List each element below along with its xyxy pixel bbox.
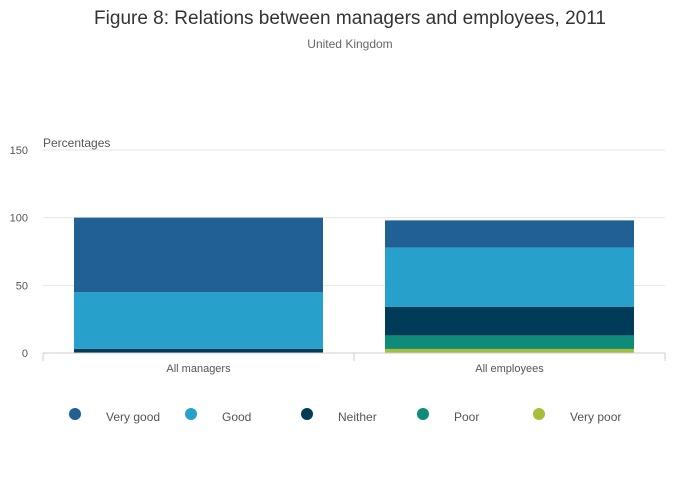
y-tick-label: 50 — [16, 280, 28, 292]
legend-swatch-icon — [69, 408, 81, 420]
legend-item-good[interactable]: Good — [185, 408, 251, 424]
bar-very-poor-1 — [385, 348, 634, 353]
legend-item-neither[interactable]: Neither — [301, 408, 377, 424]
legend-swatch-icon — [417, 408, 429, 420]
x-axis: All managers All employees — [42, 352, 666, 375]
bar-neither-0 — [74, 348, 323, 353]
y-tick-label: 150 — [10, 145, 28, 157]
y-axis-label: Percentages — [43, 136, 110, 150]
legend-label: Neither — [338, 410, 377, 424]
legend: Very good Good Neither Poor Very poor — [69, 408, 621, 424]
bar-neither-1 — [385, 306, 634, 336]
bar-good-0 — [74, 292, 323, 349]
legend-label: Very poor — [570, 410, 621, 424]
legend-label: Very good — [106, 410, 160, 424]
bar-poor-1 — [385, 335, 634, 349]
y-tick-label: 0 — [22, 348, 28, 360]
bar-very-good-0 — [74, 217, 323, 293]
legend-swatch-icon — [533, 408, 545, 420]
legend-swatch-icon — [185, 408, 197, 420]
x-tick-label: All employees — [475, 363, 544, 375]
x-tick-label: All managers — [166, 363, 231, 375]
legend-item-very-poor[interactable]: Very poor — [533, 408, 621, 424]
chart-title: Figure 8: Relations between managers and… — [94, 8, 606, 29]
chart-subtitle: United Kingdom — [307, 37, 392, 51]
legend-label: Good — [222, 410, 251, 424]
legend-label: Poor — [454, 410, 479, 424]
legend-item-poor[interactable]: Poor — [417, 408, 479, 424]
legend-item-very-good[interactable]: Very good — [69, 408, 160, 424]
y-tick-label: 100 — [10, 213, 28, 225]
legend-swatch-icon — [301, 408, 313, 420]
bar-very-good-1 — [385, 220, 634, 248]
bars — [74, 217, 634, 353]
bar-good-1 — [385, 247, 634, 307]
